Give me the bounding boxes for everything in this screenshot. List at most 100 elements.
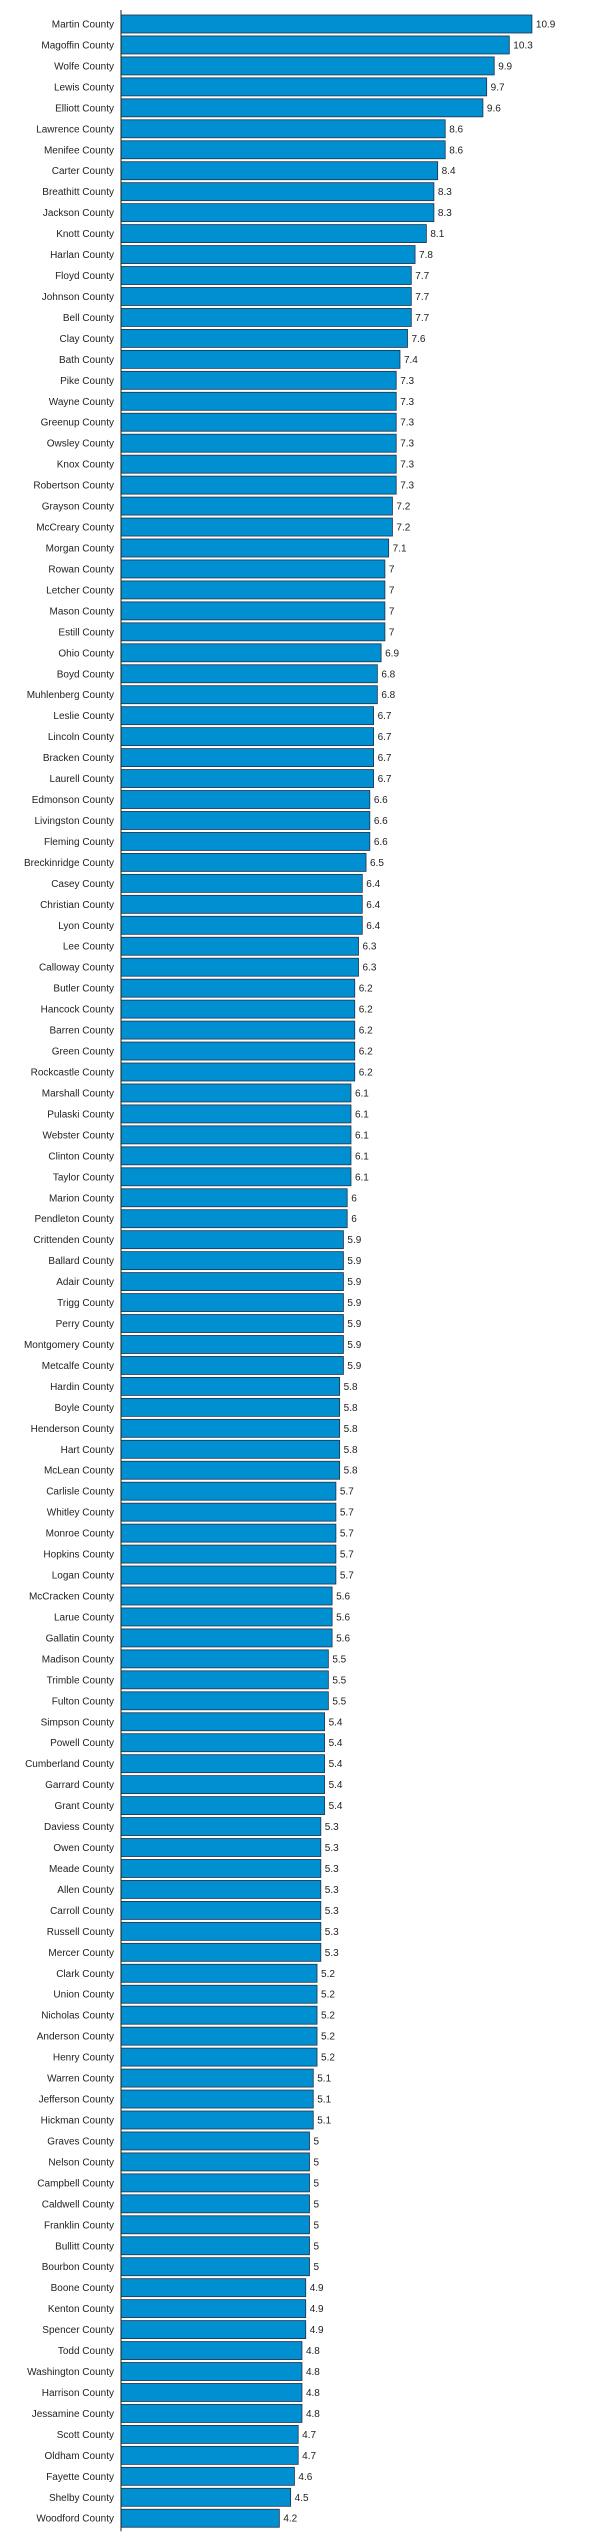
value-label: 9.7 xyxy=(491,82,505,93)
category-label: Barren County xyxy=(50,1026,114,1037)
bar-taylor-county xyxy=(120,1167,352,1187)
category-label: Nicholas County xyxy=(41,2011,114,2022)
bar-caldwell-county xyxy=(120,2194,310,2214)
value-label: 5.5 xyxy=(332,1654,346,1665)
category-label: Perry County xyxy=(56,1319,114,1330)
value-label: 4.5 xyxy=(295,2493,309,2504)
bar-larue-county xyxy=(120,1607,333,1627)
value-label: 4.6 xyxy=(298,2472,312,2483)
bar-marion-county xyxy=(120,1188,348,1208)
value-label: 5.3 xyxy=(325,1885,339,1896)
bar-casey-county xyxy=(120,873,363,893)
value-label: 7.3 xyxy=(400,439,414,450)
category-label: Whitley County xyxy=(47,1508,114,1519)
bar-bourbon-county xyxy=(120,2257,310,2277)
value-label: 6.2 xyxy=(359,1047,373,1058)
value-label: 6.3 xyxy=(363,942,377,953)
bar-morgan-county xyxy=(120,538,390,558)
category-label: McCreary County xyxy=(36,523,114,534)
bar-jefferson-county xyxy=(120,2089,314,2109)
value-label: 5 xyxy=(313,2157,319,2168)
bar-boyle-county xyxy=(120,1397,341,1417)
value-label: 6.9 xyxy=(385,648,399,659)
category-label: Butler County xyxy=(53,984,114,995)
category-label: Monroe County xyxy=(46,1529,114,1540)
bar-johnson-county xyxy=(120,287,412,306)
value-label: 5.2 xyxy=(321,2053,335,2064)
value-label: 10.9 xyxy=(536,20,556,31)
value-label: 7.2 xyxy=(396,502,410,513)
category-label: Casey County xyxy=(51,879,114,890)
category-label: Larue County xyxy=(54,1612,114,1623)
value-label: 5.4 xyxy=(329,1780,343,1791)
bar-henderson-county xyxy=(120,1418,341,1438)
category-label: Hancock County xyxy=(41,1005,114,1016)
value-label: 5.9 xyxy=(347,1319,361,1330)
category-label: McCracken County xyxy=(29,1592,114,1603)
category-label: Henderson County xyxy=(31,1424,114,1435)
category-label: Madison County xyxy=(42,1654,114,1665)
value-label: 5.2 xyxy=(321,1990,335,2001)
value-label: 6.5 xyxy=(370,858,384,869)
value-label: 5 xyxy=(313,2241,319,2252)
category-label: Edmonson County xyxy=(32,795,114,806)
bar-harlan-county xyxy=(120,245,416,264)
category-label: Owsley County xyxy=(47,439,114,450)
category-label: Menifee County xyxy=(44,145,114,156)
category-label: Christian County xyxy=(40,900,114,911)
bar-woodford-county xyxy=(120,2508,280,2528)
category-label: Powell County xyxy=(50,1738,114,1749)
category-label: Harlan County xyxy=(50,250,114,261)
category-label: Wayne County xyxy=(49,397,114,408)
value-label: 8.6 xyxy=(449,145,463,156)
category-label: Knox County xyxy=(57,460,114,471)
bar-green-county xyxy=(120,1041,356,1061)
value-label: 4.7 xyxy=(302,2451,316,2462)
value-label: 7.8 xyxy=(419,250,433,261)
category-label: Jessamine County xyxy=(32,2409,114,2420)
bar-adair-county xyxy=(120,1272,344,1291)
value-label: 7.3 xyxy=(400,376,414,387)
bar-metcalfe-county xyxy=(120,1356,344,1375)
category-label: Hart County xyxy=(61,1445,114,1456)
value-label: 5.4 xyxy=(329,1738,343,1749)
bar-boyd-county xyxy=(120,664,378,684)
bar-lincoln-county xyxy=(120,727,374,747)
bar-russell-county xyxy=(120,1921,322,1941)
bar-mason-county xyxy=(120,601,386,621)
bar-hancock-county xyxy=(120,999,356,1019)
value-label: 5.9 xyxy=(347,1361,361,1372)
bar-rockcastle-county xyxy=(120,1062,356,1082)
bar-hickman-county xyxy=(120,2110,314,2130)
bar-daviess-county xyxy=(120,1817,322,1836)
bar-oldham-county xyxy=(120,2445,299,2465)
value-label: 5.8 xyxy=(344,1424,358,1435)
value-label: 4.9 xyxy=(310,2304,324,2315)
category-label: Leslie County xyxy=(53,711,114,722)
bar-lee-county xyxy=(120,936,359,956)
value-label: 7.3 xyxy=(400,418,414,429)
value-label: 5.6 xyxy=(336,1592,350,1603)
category-label: Ohio County xyxy=(58,648,114,659)
value-label: 5.6 xyxy=(336,1612,350,1623)
bar-nicholas-county xyxy=(120,2005,318,2025)
bar-hart-county xyxy=(120,1439,341,1459)
bar-martin-county xyxy=(120,14,533,34)
bar-bracken-county xyxy=(120,748,374,767)
category-label: Mason County xyxy=(50,606,114,617)
bar-harrison-county xyxy=(120,2383,303,2402)
value-label: 8.4 xyxy=(442,166,456,177)
category-label: Taylor County xyxy=(53,1172,114,1183)
bar-cumberland-county xyxy=(120,1754,325,1774)
bar-trimble-county xyxy=(120,1670,329,1690)
bar-wayne-county xyxy=(120,391,397,411)
category-label: Bath County xyxy=(59,355,114,366)
value-label: 6.2 xyxy=(359,984,373,995)
value-label: 5.4 xyxy=(329,1759,343,1770)
category-label: Trigg County xyxy=(57,1298,114,1309)
category-label: Meade County xyxy=(49,1864,114,1875)
category-label: Magoffin County xyxy=(41,40,114,51)
bar-mercer-county xyxy=(120,1942,322,1962)
bar-lawrence-county xyxy=(120,119,446,139)
